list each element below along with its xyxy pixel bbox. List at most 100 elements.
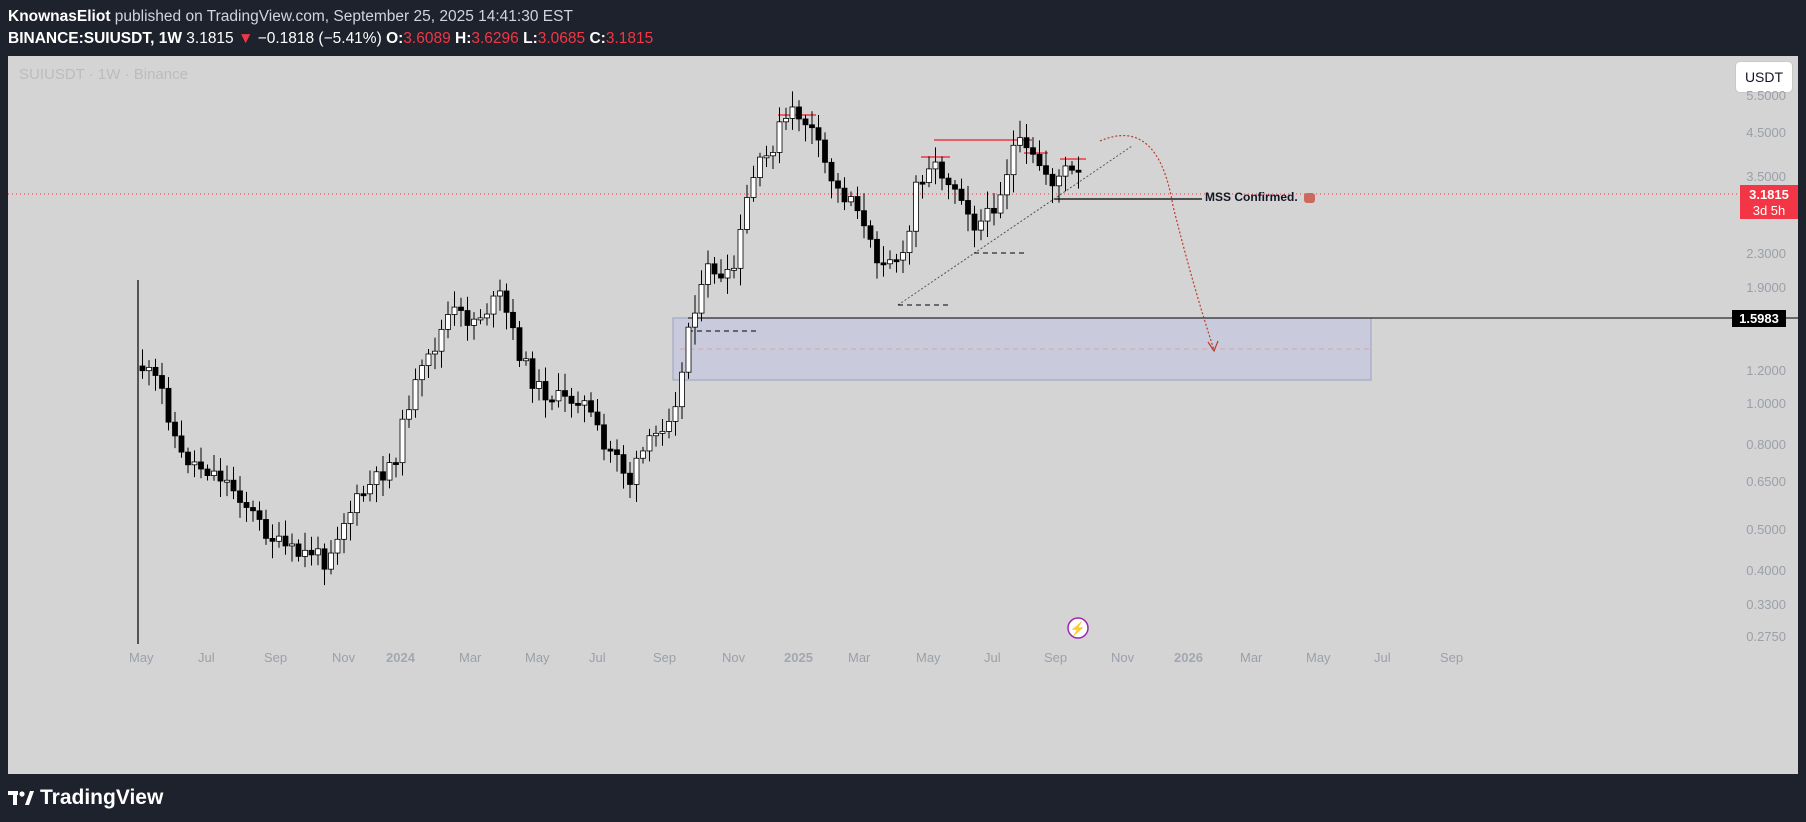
candle-body <box>978 220 984 231</box>
candle-body <box>321 548 328 570</box>
candle-body <box>471 318 477 326</box>
candle-body <box>724 269 731 279</box>
mss-annotation[interactable]: MSS Confirmed. <box>1205 190 1316 204</box>
candle-body <box>1075 169 1082 173</box>
candle-body <box>445 314 451 330</box>
candle-body <box>347 512 354 524</box>
brand-name: TradingView <box>40 786 164 809</box>
candle-body <box>711 263 718 275</box>
price-tick: 3.5000 <box>1746 169 1786 184</box>
projection-arrow[interactable] <box>1099 135 1215 351</box>
candle-body <box>822 139 828 163</box>
candle-body <box>315 548 321 556</box>
time-axis[interactable]: May Jul Sep Nov 2024 Mar May Jul Sep Nov… <box>8 650 1798 670</box>
chart-svg[interactable]: ⚡ <box>8 56 1798 774</box>
candle-body <box>529 358 536 389</box>
price-tick: 0.3300 <box>1746 597 1786 612</box>
candle-body <box>458 306 464 311</box>
candle-body <box>802 118 809 126</box>
candle-body <box>406 409 412 420</box>
price-tick: 0.4000 <box>1746 563 1786 578</box>
candle-body <box>614 449 620 456</box>
candle-body <box>984 207 991 222</box>
candle-body <box>770 152 776 157</box>
candle-body <box>763 155 770 159</box>
candle-body <box>1043 165 1049 175</box>
symbol-label[interactable]: BINANCE:SUIUSDT, 1W <box>8 30 182 47</box>
candle-body <box>672 406 679 422</box>
time-tick: 2024 <box>386 650 415 665</box>
candle-body <box>536 381 542 389</box>
time-tick: Nov <box>1111 650 1135 665</box>
candle-body <box>718 273 724 279</box>
candle-body <box>627 472 633 485</box>
candle-body <box>198 461 204 470</box>
candle-body <box>906 230 913 254</box>
candle-body <box>932 161 939 170</box>
time-tick: Mar <box>459 650 482 665</box>
candle-body <box>841 187 848 203</box>
candle-body <box>575 402 581 406</box>
candle-body <box>289 543 295 547</box>
candle-body <box>204 468 211 476</box>
candle-body <box>542 381 549 401</box>
candle-body <box>243 502 250 508</box>
candle-body <box>1030 147 1036 155</box>
chart-canvas[interactable]: ⚡ SUIUSDT · 1W · Binance USDT MSS Confir… <box>8 56 1798 774</box>
candle-body <box>165 387 172 423</box>
author-name[interactable]: KnownasEliot <box>8 8 111 25</box>
price-tick: 2.3000 <box>1746 246 1786 261</box>
candle-body <box>887 259 893 265</box>
candle-body <box>828 161 835 182</box>
tradingview-logo[interactable]: TradingView <box>8 786 163 810</box>
level-price-tag[interactable]: 1.5983 <box>1732 310 1786 327</box>
current-price: 3.1815 <box>186 30 234 47</box>
candle-body <box>464 310 471 326</box>
candle-body <box>328 552 334 570</box>
candle-body <box>731 267 737 271</box>
high-label: H: <box>455 30 472 47</box>
candle-body <box>451 306 458 315</box>
candle-body <box>685 326 692 373</box>
price-tick: 1.0000 <box>1746 396 1786 411</box>
mss-text: MSS Confirmed. <box>1205 190 1298 204</box>
currency-button[interactable]: USDT <box>1736 62 1792 92</box>
time-tick: Sep <box>1044 650 1068 665</box>
candle-body <box>750 177 757 198</box>
candle-body <box>302 549 308 557</box>
candle-body <box>809 124 815 129</box>
candle-body <box>250 507 256 512</box>
time-tick: Jul <box>589 650 606 665</box>
price-axis[interactable]: 5.5000 4.5000 3.5000 2.3000 1.9000 1.200… <box>1726 56 1786 774</box>
candle-body <box>698 284 705 314</box>
candle-body <box>503 290 510 313</box>
candle-body <box>646 435 653 452</box>
time-tick: Nov <box>722 650 746 665</box>
price-tick: 5.5000 <box>1746 88 1786 103</box>
symbol-watermark: SUIUSDT · 1W · Binance <box>19 66 188 83</box>
time-tick: Sep <box>1440 650 1464 665</box>
chart-header: KnownasEliot published on TradingView.co… <box>8 6 653 50</box>
candle-body <box>867 225 874 240</box>
time-tick: May <box>525 650 550 665</box>
candle-body <box>373 471 380 485</box>
candle-body <box>432 350 438 355</box>
last-price-tag[interactable]: 3.1815 3d 5h <box>1740 185 1798 219</box>
candle-body <box>341 523 347 540</box>
flash-circle[interactable] <box>1067 617 1089 639</box>
trendline[interactable] <box>897 145 1133 306</box>
price-change: −0.1818 (−5.41%) <box>257 30 382 47</box>
candle-body <box>438 328 445 352</box>
candle-body <box>1004 174 1010 196</box>
candle-body <box>991 207 997 214</box>
candle-body <box>588 400 594 413</box>
candle-body <box>568 395 575 404</box>
candle-body <box>958 188 965 201</box>
arrow-head-icon <box>1207 340 1219 353</box>
candle-body <box>757 156 763 178</box>
bolt-icon: ⚡ <box>1070 621 1086 637</box>
candle-body <box>900 252 906 261</box>
open-value: 3.6089 <box>403 30 451 47</box>
high-value: 3.6296 <box>471 30 519 47</box>
last-price-value: 3.1815 <box>1749 187 1789 202</box>
